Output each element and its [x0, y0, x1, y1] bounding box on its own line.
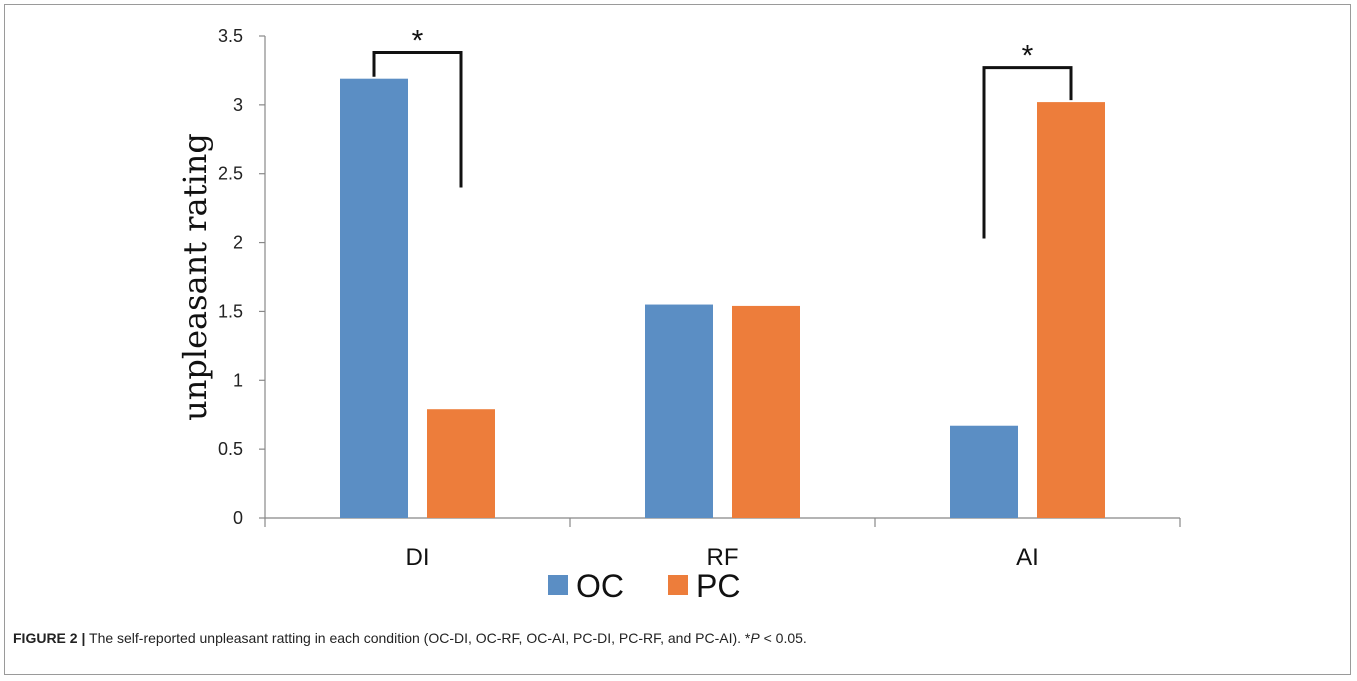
y-tick-label: 0.5 [218, 439, 243, 459]
legend-swatch-oc [548, 575, 568, 595]
legend-label-pc: PC [696, 568, 740, 604]
caption-text: The self-reported unpleasant ratting in … [85, 630, 751, 646]
x-tick-label-ai: AI [1016, 544, 1039, 571]
y-tick-label: 1 [233, 370, 243, 390]
caption-p-rest: < 0.05. [759, 630, 807, 646]
y-tick-label: 0 [233, 508, 243, 528]
significance-bracket-ai [982, 66, 1073, 239]
bar-oc-di [340, 78, 408, 518]
x-tick-label-di: DI [406, 544, 430, 571]
caption-p-symbol: P [750, 630, 760, 646]
bar-pc-rf [732, 305, 800, 518]
y-axis-label: unpleasant rating [176, 133, 214, 421]
legend-swatch-pc [668, 575, 688, 595]
significance-bracket-di [372, 51, 463, 188]
y-tick-label: 3 [233, 95, 243, 115]
bar-oc-rf [645, 304, 713, 518]
x-tick-label-rf: RF [707, 544, 739, 571]
figure-caption: FIGURE 2 | The self-reported unpleasant … [13, 630, 1333, 646]
bar-oc-ai [950, 425, 1018, 518]
y-tick-label: 1.5 [218, 301, 243, 321]
legend-label-oc: OC [576, 568, 624, 604]
significance-star-ai: * [1022, 40, 1034, 73]
bar-pc-ai [1037, 102, 1105, 519]
y-tick-label: 2 [233, 233, 243, 253]
caption-label: FIGURE 2 | [13, 630, 86, 646]
y-tick-label: 3.5 [218, 26, 243, 46]
y-tick-label: 2.5 [218, 164, 243, 184]
bar-pc-di [427, 409, 495, 518]
significance-star-di: * [412, 25, 424, 58]
